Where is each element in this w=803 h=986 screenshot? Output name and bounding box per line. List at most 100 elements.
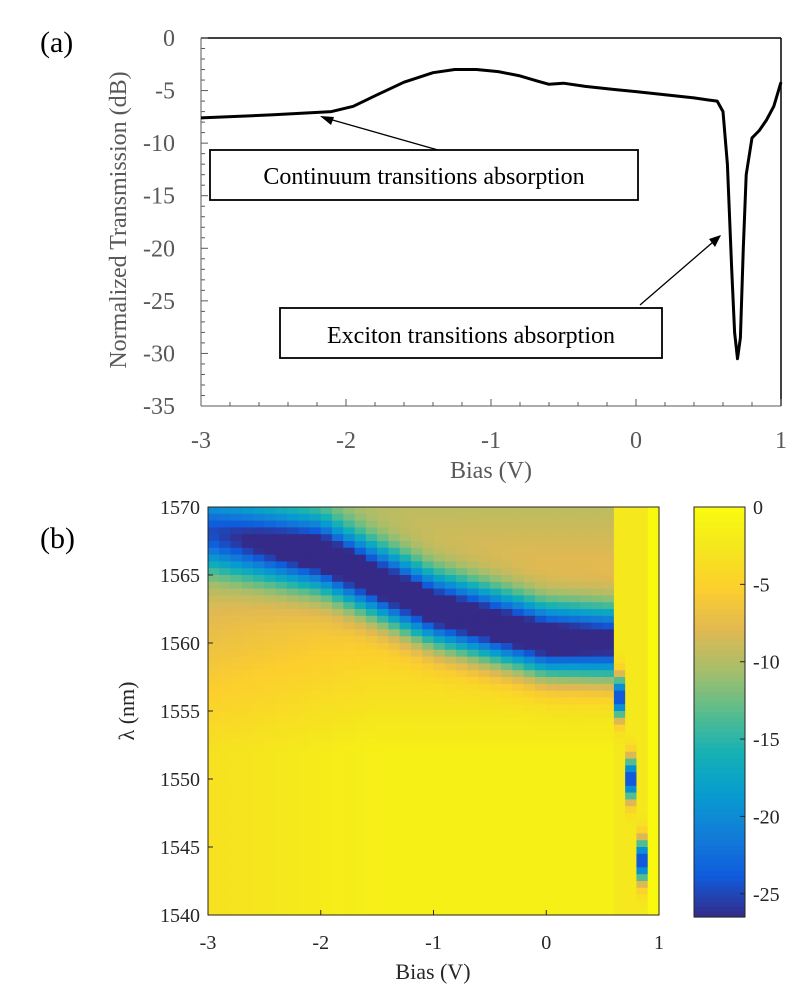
heatmap-cell <box>275 853 288 862</box>
heatmap-cell <box>546 785 559 794</box>
heatmap-cell <box>286 629 299 637</box>
heatmap-cell <box>625 908 638 916</box>
heatmap-cell <box>501 751 514 760</box>
heatmap-cell <box>467 724 480 732</box>
heatmap-cell <box>557 541 570 549</box>
heatmap-cell <box>613 568 626 576</box>
heatmap-cell <box>591 656 604 664</box>
heatmap-cell <box>230 649 243 658</box>
heatmap-cell <box>264 588 277 596</box>
heatmap-cell <box>332 847 344 855</box>
heatmap-cell <box>354 881 367 889</box>
heatmap-cell <box>557 840 570 848</box>
heatmap-cell <box>354 649 367 658</box>
heatmap-cell <box>286 561 299 569</box>
heatmap-cell <box>365 615 378 624</box>
heatmap-cell <box>444 813 457 821</box>
heatmap-cell <box>230 717 243 726</box>
heatmap-cell <box>264 670 277 678</box>
heatmap-cell <box>354 806 367 814</box>
heatmap-cell <box>422 609 435 617</box>
heatmap-cell <box>613 547 626 556</box>
colorbar-segment <box>694 763 745 769</box>
heatmap-cell <box>534 704 547 712</box>
heatmap-cell <box>253 595 265 603</box>
heatmap-cell <box>523 758 536 766</box>
heatmap-cell <box>298 833 311 841</box>
colorbar-segment <box>694 686 745 693</box>
heatmap-cell <box>636 677 649 685</box>
heatmap-cell <box>208 704 220 712</box>
heatmap-cell <box>523 874 536 882</box>
heatmap-cell <box>230 819 243 828</box>
heatmap-cell <box>580 819 592 828</box>
y-tick-label: 1560 <box>160 633 200 655</box>
heatmap-cell <box>410 853 423 862</box>
heatmap-cell <box>489 615 502 624</box>
colorbar-segment <box>694 881 745 887</box>
heatmap-cell <box>377 527 390 535</box>
heatmap-cell <box>478 840 491 848</box>
heatmap-cell <box>613 833 626 841</box>
heatmap-cell <box>580 513 592 522</box>
heatmap-cell <box>298 527 311 535</box>
heatmap-cell <box>264 785 277 794</box>
heatmap-cell <box>512 595 525 603</box>
heatmap-cell <box>512 745 525 753</box>
heatmap-cell <box>230 575 243 583</box>
heatmap-cell <box>377 656 390 664</box>
heatmap-cell <box>580 806 592 814</box>
heatmap-cell <box>332 758 344 766</box>
heatmap-cell <box>546 894 559 902</box>
heatmap-cell <box>286 813 299 821</box>
heatmap-cell <box>320 751 333 760</box>
heatmap-cell <box>399 745 412 753</box>
heatmap-cell <box>309 615 322 624</box>
heatmap-cell <box>332 541 344 549</box>
heatmap-cell <box>467 602 480 610</box>
heatmap-cell <box>219 615 232 624</box>
heatmap-cell <box>399 697 412 705</box>
heatmap-cell <box>241 901 254 909</box>
heatmap-cell <box>241 581 254 590</box>
heatmap-cell <box>523 554 536 562</box>
heatmap-cell <box>264 697 277 705</box>
heatmap-cell <box>343 683 356 692</box>
heatmap-cell <box>602 751 615 760</box>
heatmap-cell <box>625 588 638 596</box>
heatmap-cell <box>320 819 333 828</box>
heatmap-cell <box>557 867 570 875</box>
heatmap-cell <box>241 527 254 535</box>
heatmap-cell <box>433 683 446 692</box>
heatmap-cell <box>467 779 480 787</box>
heatmap-cell <box>546 738 559 746</box>
heatmap-cell <box>456 683 468 692</box>
heatmap-cell <box>264 894 277 902</box>
heatmap-cell <box>591 697 604 705</box>
heatmap-cell <box>219 731 232 739</box>
colorbar-segment <box>694 794 745 800</box>
y-tick-label: 1550 <box>160 769 200 791</box>
heatmap-cell <box>478 853 491 862</box>
heatmap-cell <box>275 541 288 549</box>
heatmap-cell <box>365 670 378 678</box>
heatmap-cell <box>647 799 660 807</box>
heatmap-cell <box>523 561 536 569</box>
heatmap-cell <box>444 860 457 868</box>
heatmap-cell <box>343 547 356 556</box>
heatmap-cell <box>456 547 468 556</box>
heatmap-cell <box>388 717 401 726</box>
heatmap-cell <box>309 663 322 671</box>
heatmap-cell <box>253 765 265 773</box>
heatmap-cell <box>410 847 423 855</box>
heatmap-cell <box>275 819 288 828</box>
heatmap-cell <box>320 554 333 562</box>
heatmap-cell <box>602 649 615 658</box>
heatmap-cell <box>433 615 446 624</box>
colorbar-segment <box>694 855 745 862</box>
heatmap-cell <box>647 547 660 556</box>
heatmap-cell <box>399 615 412 624</box>
heatmap-cell <box>580 908 592 916</box>
heatmap-cell <box>602 881 615 889</box>
heatmap-cell <box>501 704 514 712</box>
